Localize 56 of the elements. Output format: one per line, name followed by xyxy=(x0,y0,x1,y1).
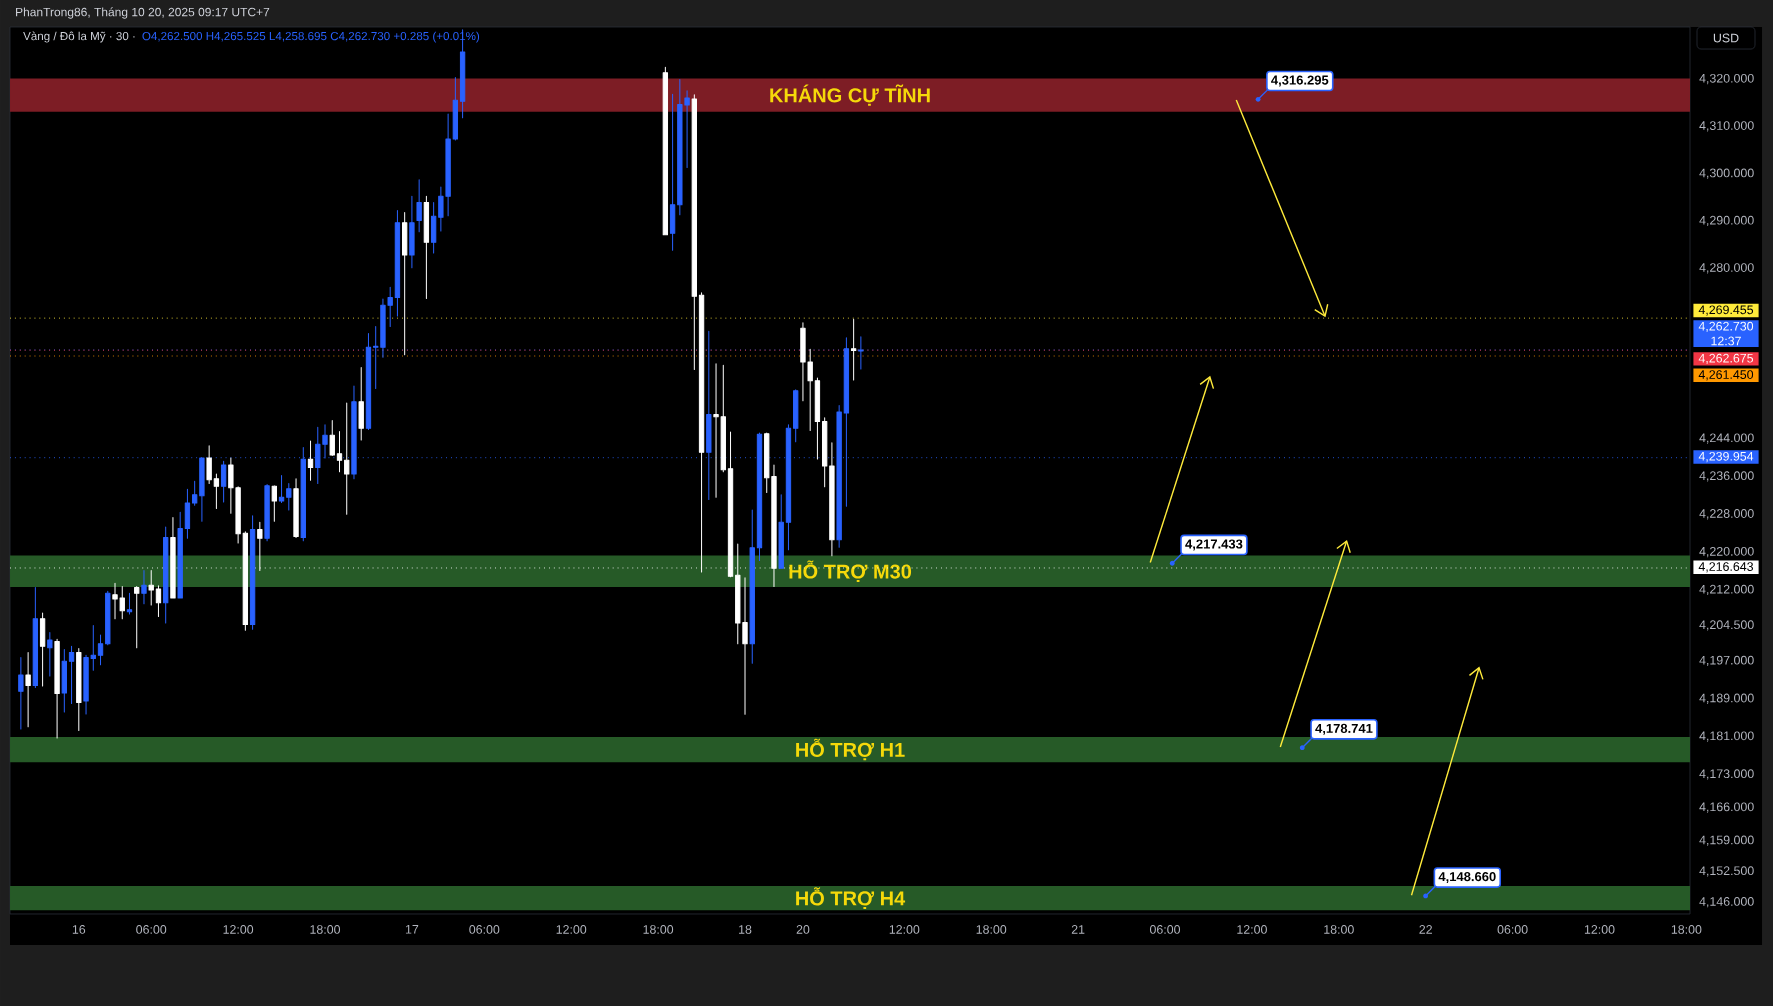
y-tick-label: 4,300.000 xyxy=(1699,168,1754,179)
y-tick-label: 4,212.000 xyxy=(1699,584,1754,596)
y-tick-label: 4,220.000 xyxy=(1699,546,1754,558)
band-label: HỖ TRỢ M30 xyxy=(789,560,912,582)
y-tick-label: 4,189.000 xyxy=(1699,693,1754,704)
y-tick-label: 4,236.000 xyxy=(1699,471,1754,482)
x-tick-label: 18:00 xyxy=(976,925,1007,934)
y-tick-label: 4,228.000 xyxy=(1699,509,1754,520)
ref-line-label: 4,262.730 12:37 xyxy=(1698,321,1754,346)
x-tick-label: 18:00 xyxy=(1324,925,1354,934)
text: USD xyxy=(1713,33,1739,43)
y-tick-label: 4,159.000 xyxy=(1699,835,1754,846)
x-tick-label: 18:00 xyxy=(643,925,674,934)
annotation: 4,217.433 xyxy=(1185,539,1243,551)
y-tick-label: 4,280.000 xyxy=(1699,263,1754,274)
x-tick-label: 06:00 xyxy=(1149,925,1181,934)
band-label: KHÁNG CỰ TĨNH xyxy=(770,84,930,106)
x-tick-label: 20 xyxy=(796,925,810,934)
band-label: HỖ TRỢ H4 xyxy=(796,887,906,909)
y-tick-label: 4,290.000 xyxy=(1699,215,1754,227)
annotation: 4,316.295 xyxy=(1271,75,1329,87)
x-tick-label: 18:00 xyxy=(1671,925,1702,934)
y-tick-label: 4,181.000 xyxy=(1699,731,1754,742)
y-tick-label: 4,173.000 xyxy=(1699,769,1754,780)
ref-line-label: 4,262.675 xyxy=(1698,353,1754,365)
ref-line-label: 4,239.954 xyxy=(1698,451,1754,463)
y-tick-label: 4,244.000 xyxy=(1699,433,1754,444)
y-tick-label: 4,320.000 xyxy=(1699,73,1754,85)
x-tick-label: 12:00 xyxy=(556,925,587,934)
x-tick-label: 12:00 xyxy=(223,925,254,934)
y-tick-label: 4,310.000 xyxy=(1699,121,1754,132)
y-tick-label: 4,166.000 xyxy=(1699,802,1754,813)
x-tick-label: 06:00 xyxy=(469,925,500,934)
ref-line-label: 4,269.455 xyxy=(1698,305,1754,316)
y-tick-label: 4,197.000 xyxy=(1699,655,1754,667)
x-tick-label: 17 xyxy=(405,925,419,934)
y-tick-label: 4,204.500 xyxy=(1699,620,1754,631)
text: PhanTrong86, Tháng 10 20, 2025 09:17 UTC+7 xyxy=(16,7,270,19)
chart-title: Vàng / Đô la Mỹ · 30 · xyxy=(23,31,135,43)
x-tick-label: 18:00 xyxy=(310,925,341,934)
x-tick-label: 06:00 xyxy=(136,925,167,934)
x-tick-label: 18 xyxy=(739,925,752,934)
x-tick-label: 12:00 xyxy=(889,925,920,934)
x-tick-label: 06:00 xyxy=(1497,925,1528,934)
x-tick-label: 22 xyxy=(1419,925,1432,934)
x-tick-label: 16 xyxy=(72,925,86,934)
y-tick-label: 4,152.500 xyxy=(1699,866,1754,877)
x-tick-label: 21 xyxy=(1071,925,1085,934)
x-tick-label: 12:00 xyxy=(1237,925,1267,934)
annotation: 4,178.741 xyxy=(1315,723,1373,735)
band-label: HỖ TRỢ H1 xyxy=(796,738,905,761)
ref-line-label: 4,261.450 xyxy=(1698,370,1754,381)
y-tick-label: 4,146.000 xyxy=(1699,897,1754,908)
annotation: 4,148.660 xyxy=(1438,872,1496,884)
x-tick-label: 12:00 xyxy=(1584,925,1615,934)
ref-line-label: 4,216.643 xyxy=(1698,562,1754,573)
